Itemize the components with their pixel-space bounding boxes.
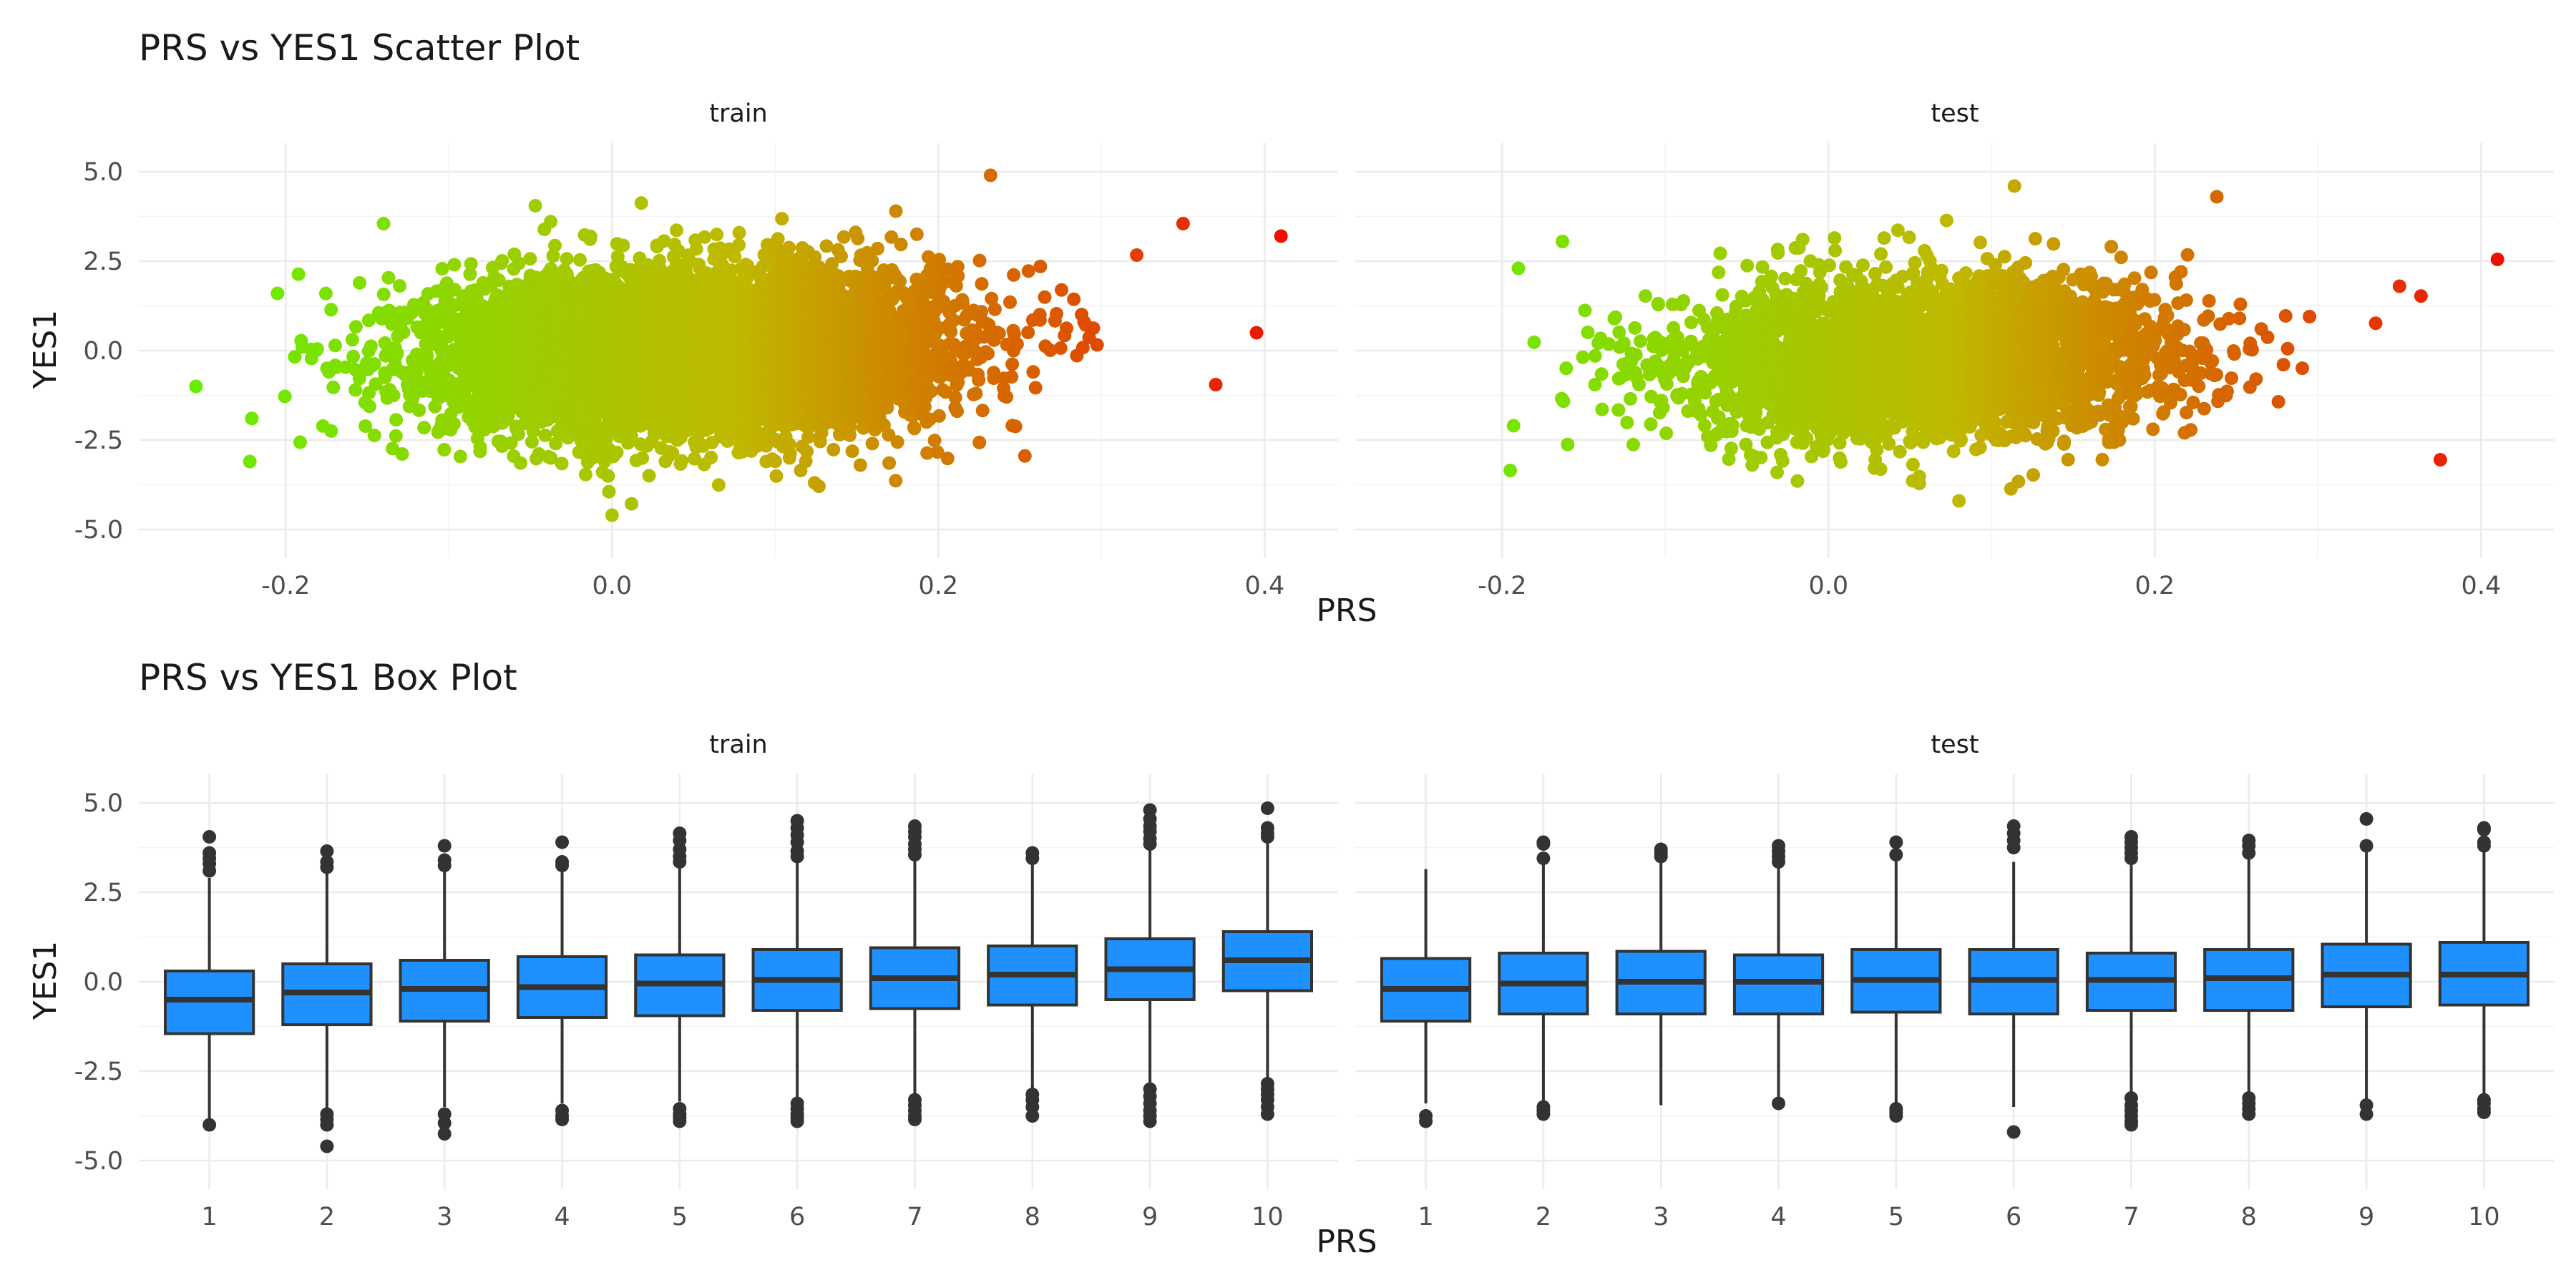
scatter-point [393,279,406,293]
scatter-point [345,333,359,347]
scatter-point [698,230,712,244]
scatter-point [243,454,257,469]
scatter-point [376,287,391,301]
scatter-point [555,457,569,471]
scatter-facet-label-test: test [1931,99,1979,128]
scatter-point [407,303,421,318]
scatter-point [389,429,403,443]
scatter-point [512,256,526,270]
scatter-point [544,451,558,465]
scatter-point [348,320,363,334]
scatter-point [732,225,746,240]
scatter-point [583,229,597,243]
scatter-facet-label-train: train [709,99,767,128]
scatter-point [601,469,615,483]
scatter-point [710,228,724,242]
scatter-point [328,338,342,353]
scatter-point [396,325,411,339]
scatter-point [326,380,341,394]
scatter-point [386,389,401,403]
scatter-panel-train [139,143,1338,558]
scatter-point [270,286,285,301]
scatter-point [369,377,383,391]
scatter-title: PRS vs YES1 Scatter Plot [139,27,580,69]
scatter-point [573,253,587,267]
scatter-point [376,217,391,230]
scatter-point [528,199,542,213]
scatter-point [447,258,462,272]
scatter-point [602,484,616,499]
scatter-point [417,421,431,435]
scatter-point [560,252,574,266]
scatter-point [367,357,381,371]
scatter-point [548,238,562,253]
scatter-point [549,436,563,451]
scatter-point [523,252,537,266]
scatter-point [367,429,381,442]
scatter-point [634,196,648,210]
scatter-point [732,238,746,252]
scatter-point [463,267,477,281]
scatter-point [675,454,689,468]
scatter-point [689,242,703,256]
scatter-point [473,440,487,454]
scatter-point [437,443,452,457]
scatter-point [189,379,203,394]
scatter-point [381,270,396,285]
scatter-point [358,419,373,433]
scatter-point [245,411,259,426]
scatter-point [625,497,639,511]
scatter-point [711,478,726,492]
scatter-point [310,342,324,356]
scatter-point [288,350,302,364]
scatter-point [291,267,306,281]
box-facet-label-test: test [1931,731,1979,759]
scatter-point [538,428,552,442]
scatter-point [362,399,376,414]
scatter-point [578,467,592,482]
scatter-point [435,262,449,276]
scatter-point [464,257,478,271]
scatter-point [324,424,338,438]
scatter-point [526,424,540,439]
scatter-point [610,445,624,459]
scatter-point [420,348,434,363]
scatter-point [635,451,650,465]
scatter-point [605,508,619,522]
box-title: PRS vs YES1 Box Plot [139,657,517,698]
scatter-point [395,447,409,461]
scatter-point [514,456,527,470]
scatter-point [348,383,363,397]
scatter-point [412,403,426,417]
scatter-point [352,371,366,386]
scatter-point [353,275,367,290]
scatter-point [616,238,630,253]
scatter-point [361,313,376,328]
scatter-point [670,223,683,238]
scatter-point [525,435,539,449]
scatter-point [364,339,378,353]
scatter-point [704,450,718,464]
scatter-point [293,435,307,449]
scatter-point [511,427,525,441]
scatter-point [318,286,333,301]
scatter-point [346,349,361,364]
scatter-point [447,416,461,431]
scatter-point [492,273,506,287]
scatter-point [390,346,404,361]
scatter-point [453,449,467,464]
scatter-point [278,389,292,404]
scatter-point [544,215,558,229]
scatter-point [546,249,560,263]
scatter-point [642,469,656,483]
scatter-point [389,413,404,427]
scatter-point [324,303,338,317]
box-facet-label-train: train [709,731,767,759]
scatter-point [495,254,509,268]
